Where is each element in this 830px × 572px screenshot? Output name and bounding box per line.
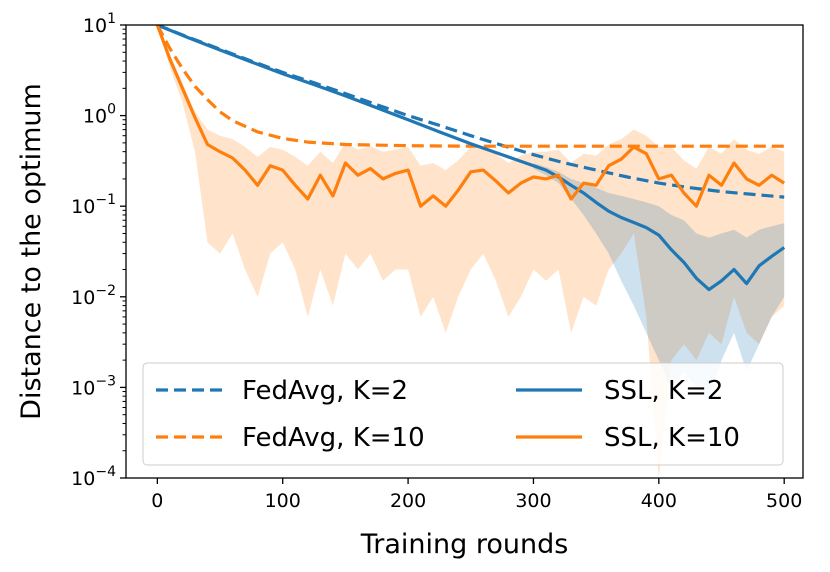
y-tick-label: 10−3 xyxy=(71,373,116,399)
confidence-bands xyxy=(157,25,785,478)
series-lines xyxy=(155,25,786,292)
line-ssl-k-2 xyxy=(156,25,786,292)
plot-frame xyxy=(125,24,804,479)
legend-label-ssl-k10: SSL, K=10 xyxy=(604,423,740,453)
x-tick-label: 300 xyxy=(515,490,551,512)
legend: FedAvg, K=2 FedAvg, K=10 SSL, K=2 SSL, K… xyxy=(142,362,784,466)
y-tick-label: 10−4 xyxy=(71,464,116,490)
y-tick-label: 10−1 xyxy=(71,192,116,218)
x-tick-label: 0 xyxy=(151,490,163,512)
x-tick-label: 400 xyxy=(641,490,677,512)
band-ssl-k-2 xyxy=(533,163,785,397)
y-axis-title: Distance to the optimum xyxy=(16,83,47,420)
y-axis-ticks: 101 100 10−1 10−2 10−3 10−4 xyxy=(71,11,126,490)
legend-box xyxy=(142,362,784,466)
x-axis-ticks: 0 100 200 300 400 500 xyxy=(151,478,802,512)
x-tick-label: 200 xyxy=(390,490,426,512)
line-fedavg-k-10 xyxy=(155,25,785,148)
legend-label-fedavg-k2: FedAvg, K=2 xyxy=(242,376,408,406)
x-axis-title: Training rounds xyxy=(360,529,569,560)
y-tick-label: 101 xyxy=(83,11,116,37)
y-tick-label: 10−2 xyxy=(71,283,116,309)
legend-label-ssl-k2: SSL, K=2 xyxy=(604,376,723,406)
x-tick-label: 500 xyxy=(766,490,802,512)
x-tick-label: 100 xyxy=(265,490,301,512)
line-ssl-k-10 xyxy=(155,25,786,208)
legend-label-fedavg-k10: FedAvg, K=10 xyxy=(242,423,425,453)
band-ssl-k-10 xyxy=(157,25,785,478)
y-tick-label: 100 xyxy=(83,102,116,128)
